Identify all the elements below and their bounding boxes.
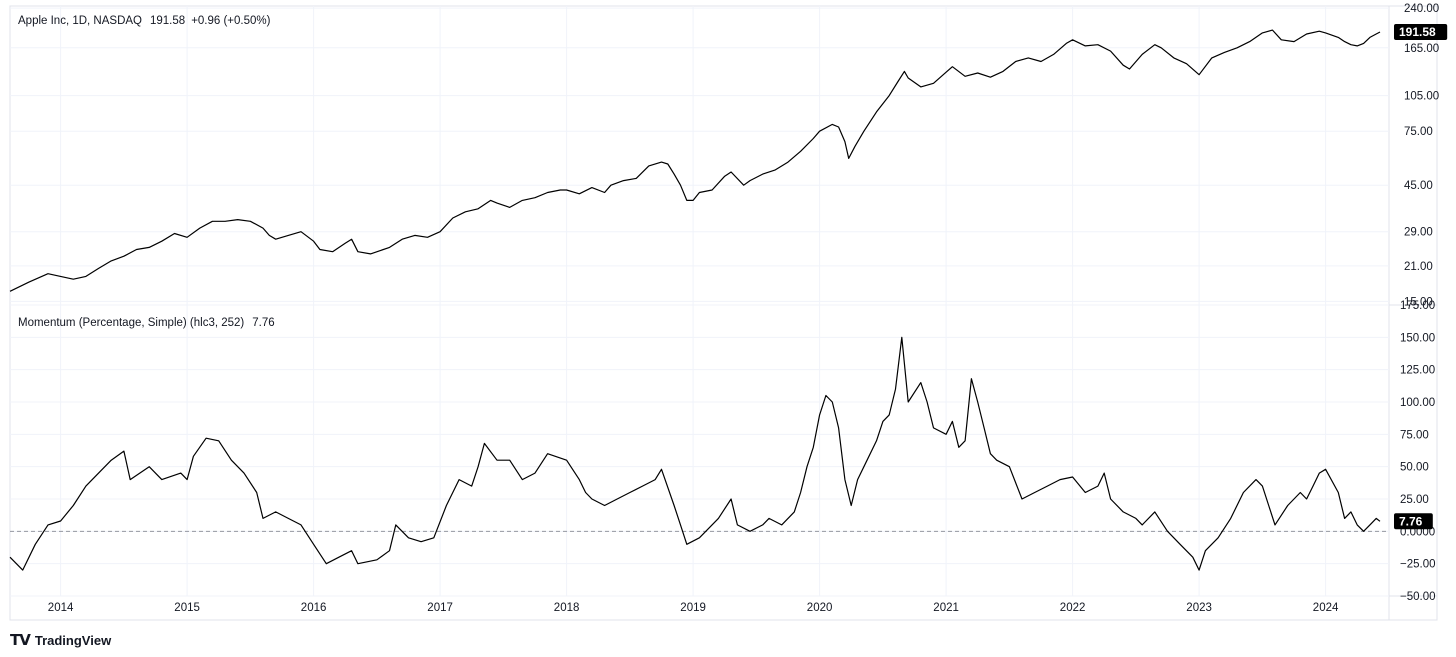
time-tick-label: 2014 xyxy=(48,602,74,614)
momentum-last-badge-text: 7.76 xyxy=(1399,514,1423,528)
price-axis[interactable]: 240.00 165.00 105.00 75.00 45.00 29.00 21.00 15… xyxy=(1400,3,1439,603)
time-tick-label: 2015 xyxy=(174,602,200,614)
price-last-badge-bg xyxy=(1394,24,1448,41)
time-tick-label: 2020 xyxy=(807,602,833,614)
momentum-tick-label: 25.00 xyxy=(1400,494,1429,506)
time-tick-label: 2019 xyxy=(680,602,706,614)
time-tick-label: 2022 xyxy=(1060,602,1086,614)
tradingview-logo-icon: TV xyxy=(10,631,31,649)
price-line xyxy=(9,29,1381,292)
grid xyxy=(10,6,1389,597)
price-tick-label: 105.00 xyxy=(1404,91,1439,103)
price-tick-label: 21.00 xyxy=(1404,261,1433,273)
momentum-tick-label: −50.00 xyxy=(1400,591,1436,603)
momentum-tick-label: 125.00 xyxy=(1400,365,1435,377)
price-tick-label: 29.00 xyxy=(1404,227,1433,239)
price-legend[interactable]: Apple Inc, 1D, NASDAQ 191.58 +0.96 (+0.50%… xyxy=(18,15,271,27)
price-tick-label: 165.00 xyxy=(1404,43,1439,55)
momentum-tick-label: 100.00 xyxy=(1400,397,1435,409)
price-last-badge-text: 191.58 xyxy=(1399,25,1436,39)
momentum-last-badge: 7.76 xyxy=(1394,513,1433,530)
time-tick-label: 2016 xyxy=(301,602,327,614)
time-tick-label: 2018 xyxy=(554,602,580,614)
time-axis[interactable]: 2014 2015 2016 2017 2018 2019 2020 2021 2022 2023… xyxy=(48,602,1339,614)
tradingview-branding[interactable]: TV TradingView xyxy=(10,631,111,649)
momentum-tick-label: 75.00 xyxy=(1400,429,1429,441)
chart-border xyxy=(9,5,1438,621)
momentum-tick-label: 0.0000 xyxy=(1400,526,1435,538)
momentum-legend-value: 7.76 xyxy=(252,317,274,329)
price-legend-value: 191.58 xyxy=(150,15,185,27)
momentum-line xyxy=(9,336,1381,571)
price-tick-label: 240.00 xyxy=(1404,3,1439,15)
momentum-last-badge-bg xyxy=(1394,513,1433,530)
series-lines xyxy=(9,29,1381,571)
price-tick-label: 75.00 xyxy=(1404,126,1433,138)
tradingview-brand-name: TradingView xyxy=(34,632,112,648)
time-tick-label: 2017 xyxy=(427,602,453,614)
momentum-legend[interactable]: Momentum (Percentage, Simple) (hlc3, 252… xyxy=(18,317,275,329)
momentum-tick-label: 175.00 xyxy=(1400,300,1435,312)
time-tick-label: 2023 xyxy=(1186,602,1212,614)
price-tick-label: 15.00 xyxy=(1404,296,1433,308)
price-legend-change: +0.96 (+0.50%) xyxy=(191,15,270,27)
momentum-tick-label: 150.00 xyxy=(1400,332,1435,344)
price-last-badge: 191.58 xyxy=(1394,24,1448,41)
momentum-tick-label: 50.00 xyxy=(1400,462,1429,474)
time-tick-label: 2021 xyxy=(933,602,959,614)
price-legend-title: Apple Inc, 1D, NASDAQ xyxy=(18,15,142,27)
price-tick-label: 45.00 xyxy=(1404,180,1433,192)
last-value-badges: 191.58 7.76 xyxy=(1394,24,1448,530)
momentum-legend-title: Momentum (Percentage, Simple) (hlc3, 252… xyxy=(18,317,244,329)
momentum-tick-label: −25.00 xyxy=(1400,559,1436,571)
time-tick-label: 2024 xyxy=(1313,602,1339,614)
